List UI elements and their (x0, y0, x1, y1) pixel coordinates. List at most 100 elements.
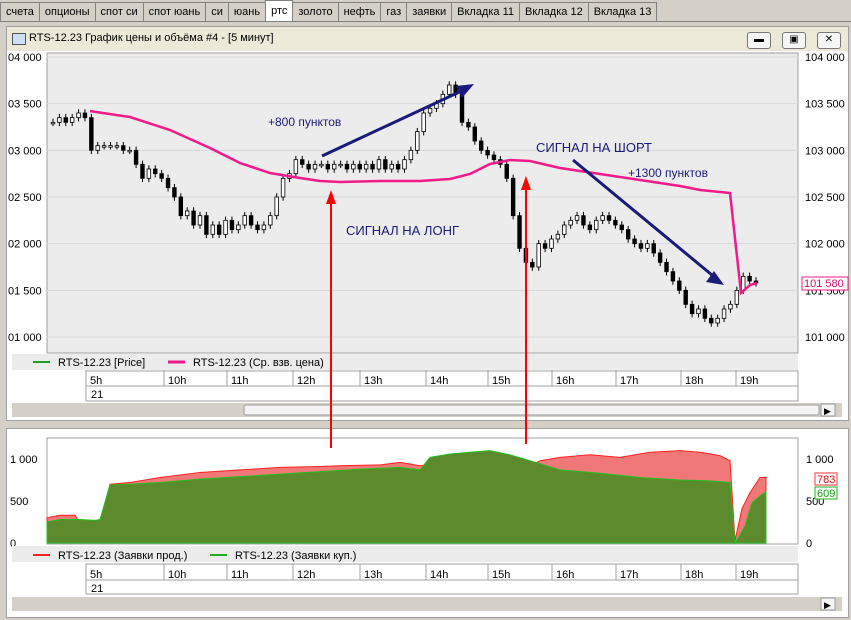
price-left-tick: 01 000 (8, 332, 42, 344)
price-plot-area (46, 52, 799, 354)
price-time-label: 16h (556, 375, 574, 387)
candle-body (210, 224, 215, 235)
price-right-tick: 101 000 (805, 332, 845, 344)
candle-body (606, 215, 612, 221)
candle-body (517, 215, 522, 249)
candle-body (57, 117, 62, 123)
tab-3[interactable]: спот юань (142, 2, 207, 21)
candle-body (274, 196, 279, 217)
price-scrollbar-thumb[interactable] (243, 404, 820, 416)
candle-body (300, 159, 305, 165)
price-left-tick: 02 500 (8, 192, 42, 204)
tab-bar: счета опционы спот си спот юань си юань ртс зол… (0, 0, 851, 22)
candle-body (619, 224, 624, 231)
price-left-tick: 01 500 (8, 285, 42, 297)
tab-2[interactable]: спот си (94, 2, 144, 21)
close-button[interactable]: ✕ (817, 32, 841, 49)
vwap-line (89, 109, 758, 296)
candle-body (555, 233, 561, 240)
candle-body (689, 303, 695, 315)
candle-body (395, 163, 401, 170)
candle-body (447, 84, 452, 95)
maximize-button[interactable]: ▣ (782, 32, 806, 49)
tab-1[interactable]: опционы (38, 2, 96, 21)
candle-body (683, 289, 688, 305)
candle-body (574, 215, 580, 221)
price-scroll-right-button[interactable] (820, 403, 836, 417)
price-right-tick: 104 000 (805, 52, 845, 64)
volume-left-tick: 500 (10, 496, 28, 508)
candle-body (261, 224, 267, 231)
volume-time-label: 13h (364, 569, 382, 581)
price-time-label: 14h (430, 375, 448, 387)
tab-9[interactable]: газ (380, 2, 408, 21)
candle-body (709, 317, 714, 324)
candle-body (625, 229, 631, 240)
buy-value-box (814, 486, 838, 500)
candle-body (185, 210, 190, 217)
candle-body (165, 177, 171, 189)
tab-0[interactable]: счета (0, 2, 40, 21)
volume-time-label: 5h (90, 569, 102, 581)
candle-body (427, 107, 433, 114)
candle-body (344, 163, 350, 170)
tab-7[interactable]: золото (292, 2, 339, 21)
candle-body (197, 215, 203, 226)
price-time-label: 18h (685, 375, 703, 387)
candle-body (670, 271, 676, 282)
price-legend-label: RTS-12.23 [Price] (58, 357, 145, 369)
candle-body (108, 145, 113, 148)
tab-8[interactable]: нефть (337, 2, 382, 21)
candle-body (702, 308, 708, 319)
candle-body (383, 159, 388, 170)
candle-body (638, 243, 644, 249)
candle-body (146, 168, 152, 179)
volume-right-tick: 0 (806, 538, 812, 550)
sell-legend-label: RTS-12.23 (Заявки прод.) (58, 550, 187, 562)
candle-body (715, 317, 720, 324)
short-trend-arrow (572, 158, 719, 282)
candle-body (223, 219, 228, 235)
candle-body (50, 121, 56, 125)
volume-right-tick: 1 000 (806, 454, 834, 466)
candle-body (562, 224, 567, 235)
candle-body (677, 280, 682, 291)
candle-body (331, 163, 337, 170)
price-left-tick: 04 000 (8, 52, 42, 64)
volume-date-label: 21 (91, 583, 103, 595)
volume-time-label: 17h (620, 569, 638, 581)
price-time-label: 13h (364, 375, 382, 387)
candle-body (319, 163, 324, 167)
candle-body (268, 215, 273, 226)
candle-body (415, 131, 420, 151)
tab-13[interactable]: Вкладка 13 (587, 2, 658, 21)
price-right-tick: 103 000 (805, 145, 845, 157)
volume-time-label: 18h (685, 569, 703, 581)
price-time-label: 15h (492, 375, 510, 387)
candle-body (728, 303, 733, 310)
gain-short-label: +1300 пунктов (628, 166, 708, 180)
volume-time-label: 15h (492, 569, 510, 581)
minimize-button[interactable]: ▬ (747, 32, 771, 49)
candle-body (172, 187, 177, 198)
tab-12[interactable]: Вкладка 12 (519, 2, 589, 21)
candle-body (657, 252, 663, 263)
candle-body (236, 224, 241, 231)
candle-body (370, 163, 375, 170)
candle-body (472, 126, 477, 142)
candle-body (325, 163, 331, 170)
candle-body (389, 163, 394, 170)
volume-time-label: 12h (297, 569, 315, 581)
chart-window-icon (12, 33, 26, 45)
candle-body (121, 145, 126, 151)
candle-body (178, 196, 184, 217)
sell-value-label: 783 (817, 474, 835, 486)
current-price-box (801, 276, 849, 291)
volume-scroll-right-button[interactable] (820, 597, 836, 611)
candle-body (248, 215, 254, 226)
volume-scrollbar[interactable] (12, 597, 842, 611)
buy-orders-area (46, 450, 767, 545)
long-signal-arrowhead (326, 190, 336, 204)
candle-body (530, 261, 535, 268)
tab-10[interactable]: заявки (406, 2, 453, 21)
